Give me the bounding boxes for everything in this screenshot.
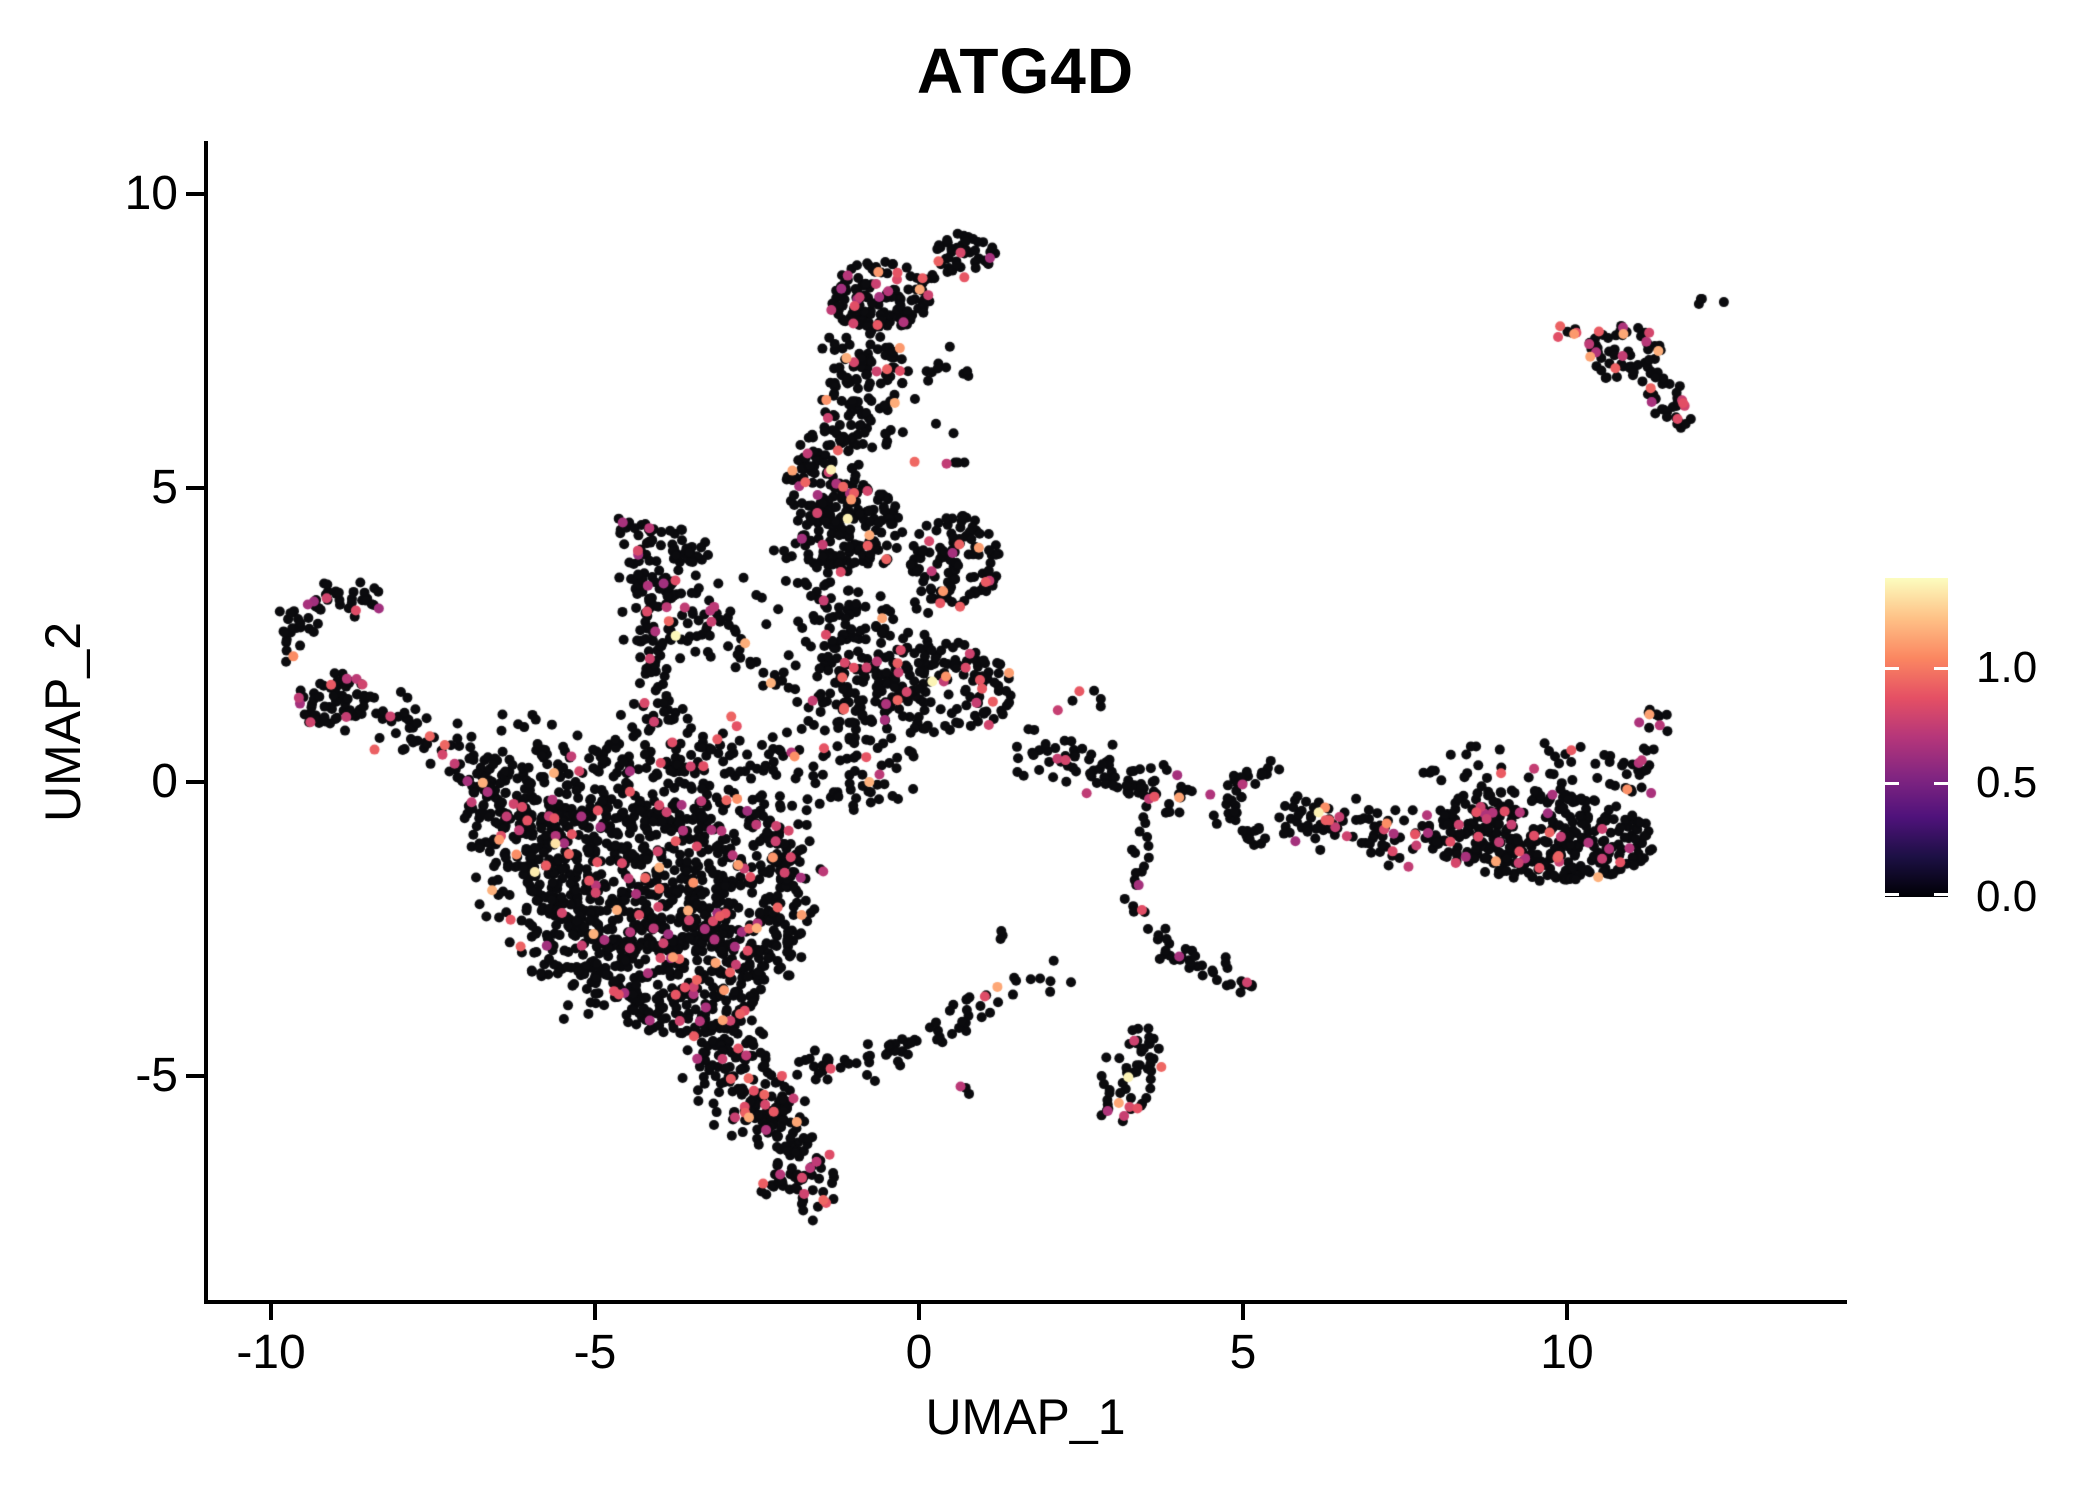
colorbar-tick-mark — [1934, 893, 1948, 896]
x-tick-mark — [917, 1304, 921, 1320]
x-tick-mark — [1241, 1304, 1245, 1320]
colorbar-label: 0.0 — [1976, 872, 2038, 921]
x-axis-line — [204, 1300, 1847, 1304]
y-tick-label: 5 — [151, 461, 178, 514]
y-tick-mark — [186, 192, 204, 196]
x-tick-label: -10 — [236, 1326, 306, 1379]
y-tick-mark — [186, 1074, 204, 1078]
x-tick-mark — [269, 1304, 273, 1320]
y-tick-label: 0 — [151, 755, 178, 808]
y-tick-mark — [186, 780, 204, 784]
x-tick-mark — [1565, 1304, 1569, 1320]
plot-title: ATG4D — [916, 35, 1135, 107]
colorbar-tick-mark — [1934, 667, 1948, 670]
x-tick-label: -5 — [573, 1326, 617, 1379]
y-axis-title: UMAP_2 — [35, 621, 91, 823]
y-tick-mark — [186, 486, 204, 490]
y-tick-label: 10 — [124, 167, 178, 220]
colorbar-label: 0.5 — [1976, 758, 2038, 807]
colorbar-tick-mark — [1885, 893, 1899, 896]
x-tick-mark — [593, 1304, 597, 1320]
colorbar-tick-mark — [1934, 782, 1948, 785]
x-axis-title: UMAP_1 — [925, 1389, 1126, 1445]
y-tick-label: -5 — [135, 1049, 178, 1102]
y-axis-line — [204, 141, 208, 1304]
colorbar-gradient — [1885, 578, 1948, 897]
x-tick-label: 5 — [1229, 1326, 1257, 1379]
colorbar-tick-mark — [1885, 782, 1899, 785]
x-tick-label: 10 — [1540, 1326, 1594, 1379]
colorbar-label: 1.0 — [1976, 643, 2038, 692]
x-tick-label: 0 — [905, 1326, 933, 1379]
colorbar-tick-mark — [1885, 667, 1899, 670]
